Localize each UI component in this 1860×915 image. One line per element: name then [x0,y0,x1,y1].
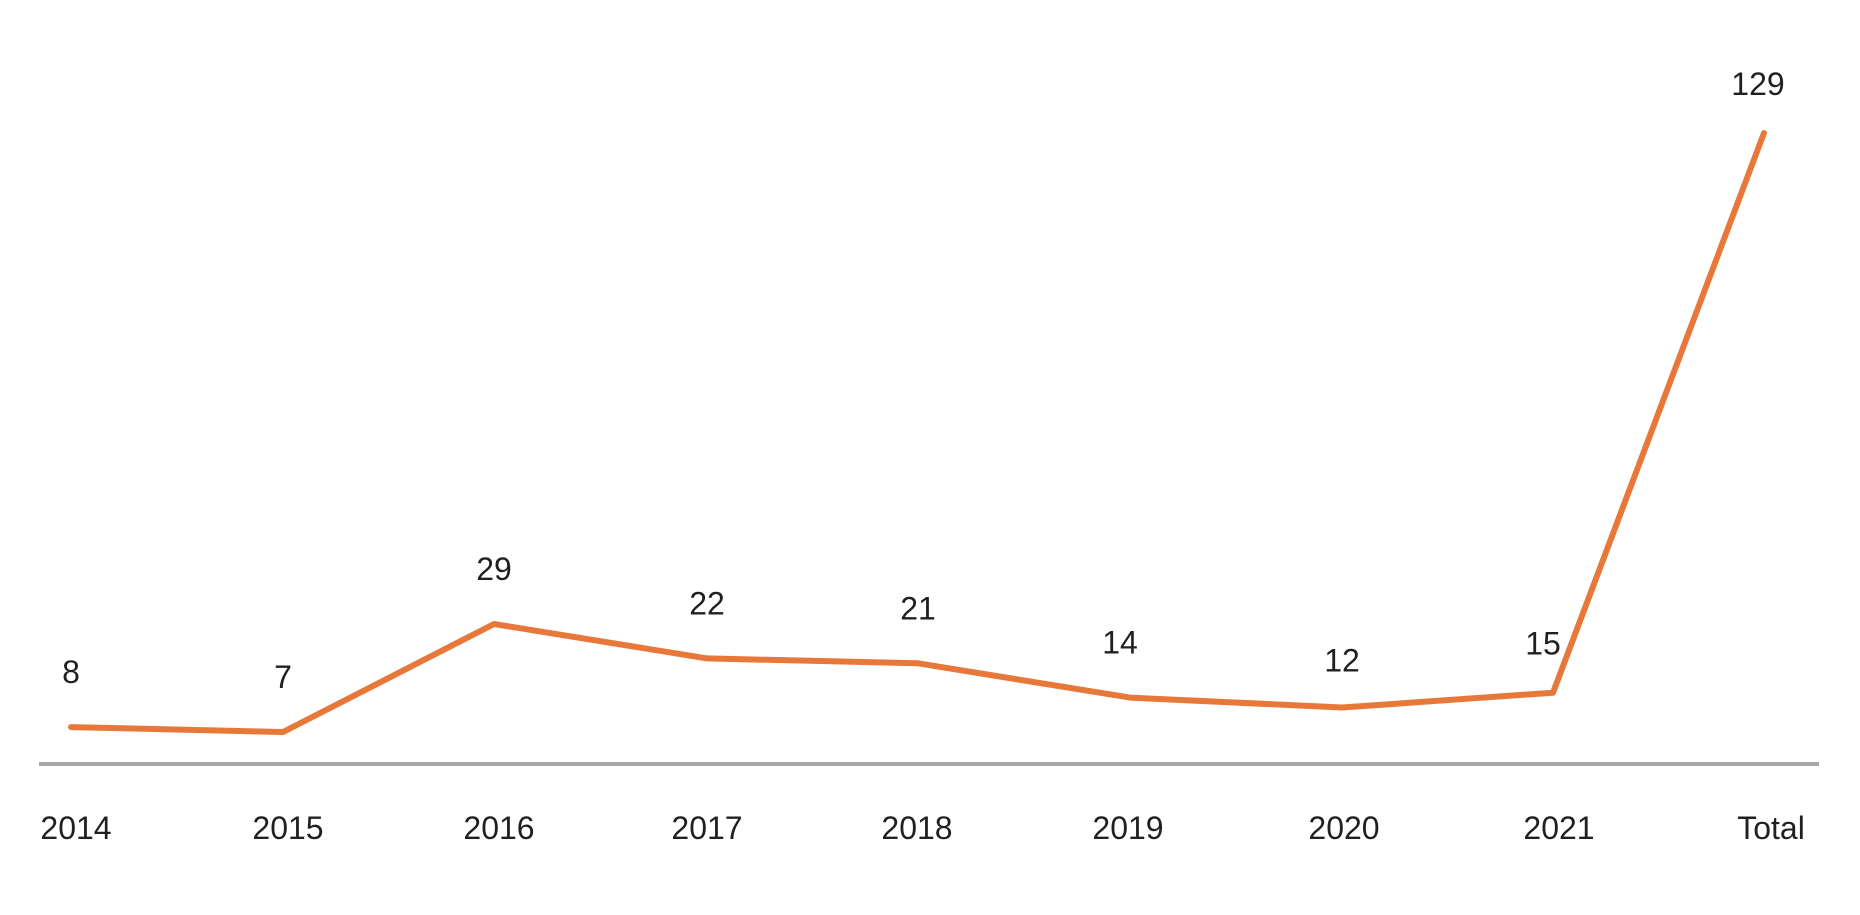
series-line [68,130,1767,735]
x-axis-ticks: 2014 2015 2016 2017 2018 2019 2020 2021 Total [40,810,1804,846]
x-tick-label: 2016 [463,810,534,846]
data-label: 8 [62,654,80,690]
x-tick-label: 2020 [1308,810,1379,846]
data-label: 14 [1102,625,1138,661]
data-label: 22 [689,585,725,621]
data-label: 15 [1525,626,1561,662]
data-label: 29 [476,551,512,587]
x-tick-label: 2021 [1523,810,1594,846]
x-tick-label: Total [1737,810,1805,846]
x-tick-label: 2019 [1092,810,1163,846]
data-label: 129 [1731,66,1784,102]
data-label: 21 [900,590,936,626]
x-tick-label: 2015 [252,810,323,846]
x-tick-label: 2017 [671,810,742,846]
series-polyline [68,130,1767,735]
x-tick-label: 2014 [40,810,111,846]
data-label: 12 [1324,643,1360,679]
data-labels: 8 7 29 22 21 14 12 15 129 [62,66,1785,695]
data-label: 7 [274,659,292,695]
x-tick-label: 2018 [881,810,952,846]
